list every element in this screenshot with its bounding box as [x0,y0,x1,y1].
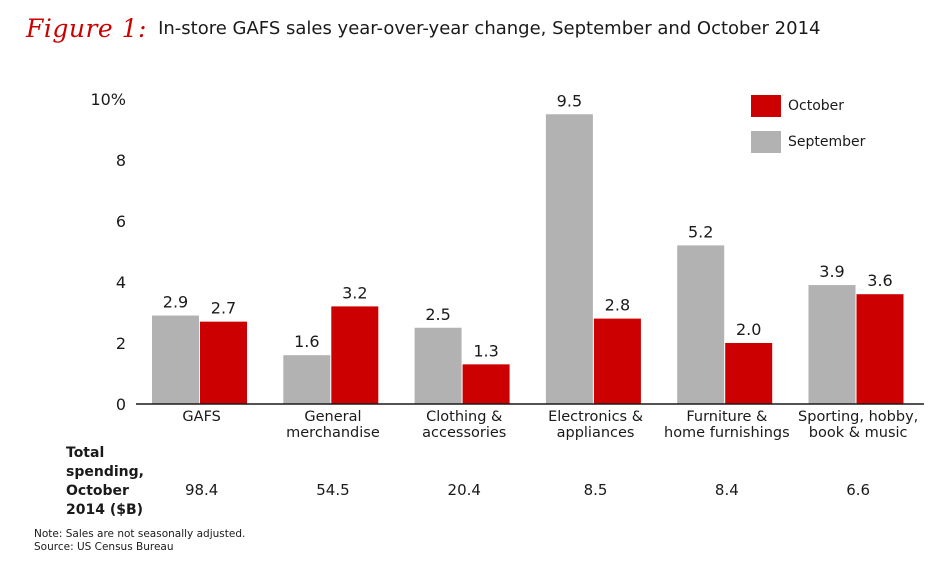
category-label: General [304,409,361,425]
totals-label-line: Total [66,445,105,461]
bar-october [856,294,904,404]
category-label: accessories [422,425,506,441]
bar-september [808,285,856,404]
category-label: appliances [557,425,635,441]
total-spending-value: 98.4 [185,481,218,499]
chart-note: Note: Sales are not seasonally adjusted.… [34,528,245,554]
category-label: book & music [809,425,908,441]
category-label: home furnishings [664,425,790,441]
bar-october [331,306,379,404]
y-tick-label: 2 [116,334,126,353]
value-label-october: 1.3 [473,341,498,360]
chart-title: In-store GAFS sales year-over-year chang… [158,18,821,39]
y-tick-label: 0 [116,395,126,414]
bar-october [462,364,510,404]
y-tick-label: 8 [116,151,126,170]
value-label-october: 3.6 [867,271,892,290]
totals-label-line: 2014 ($B) [66,502,144,518]
value-label-september: 2.9 [163,293,188,312]
note-line: Note: Sales are not seasonally adjusted. [34,528,246,540]
chart-title-block: Figure 1: In-store GAFS sales year-over-… [26,14,821,50]
value-label-october: 2.0 [736,320,761,339]
y-tick-label: 10% [90,90,126,109]
value-label-october: 3.2 [342,283,367,302]
category-label: Sporting, hobby, [798,409,918,425]
value-label-september: 5.2 [688,222,713,241]
bar-september [414,327,462,404]
source-line: Source: US Census Bureau [34,541,174,553]
bar-september [152,315,199,404]
legend-label-october: October [788,98,844,114]
value-label-september: 3.9 [819,262,844,281]
totals-label-line: October [66,483,129,499]
value-label-september: 9.5 [557,91,582,110]
y-tick-label: 4 [116,273,126,292]
legend-label-september: September [788,134,866,150]
legend-swatch-september [751,131,781,153]
total-spending-value: 8.4 [715,481,739,499]
y-tick-label: 6 [116,212,126,231]
category-label: merchandise [286,425,380,441]
bar-october [200,321,247,404]
value-label-october: 2.8 [605,296,630,315]
bar-october [725,343,773,404]
category-label: GAFS [182,409,220,425]
bar-september [677,245,725,404]
value-label-september: 1.6 [294,332,319,351]
figure-label: Figure 1: [26,14,147,43]
bar-october [593,318,641,404]
bar-september [283,355,331,404]
totals-label-line: spending, [66,464,144,480]
total-spending-value: 6.6 [846,481,870,499]
legend-swatch-october [751,95,781,117]
totals-row-label: Total spending, October 2014 ($B) [66,444,144,520]
value-label-october: 2.7 [211,299,236,318]
bar-september [545,114,593,404]
category-label: Clothing & [426,409,502,425]
total-spending-value: 8.5 [584,481,608,499]
category-label: Electronics & [548,409,643,425]
category-label: Furniture & [686,409,767,425]
total-spending-value: 20.4 [448,481,481,499]
total-spending-value: 54.5 [316,481,349,499]
value-label-september: 2.5 [425,305,450,324]
